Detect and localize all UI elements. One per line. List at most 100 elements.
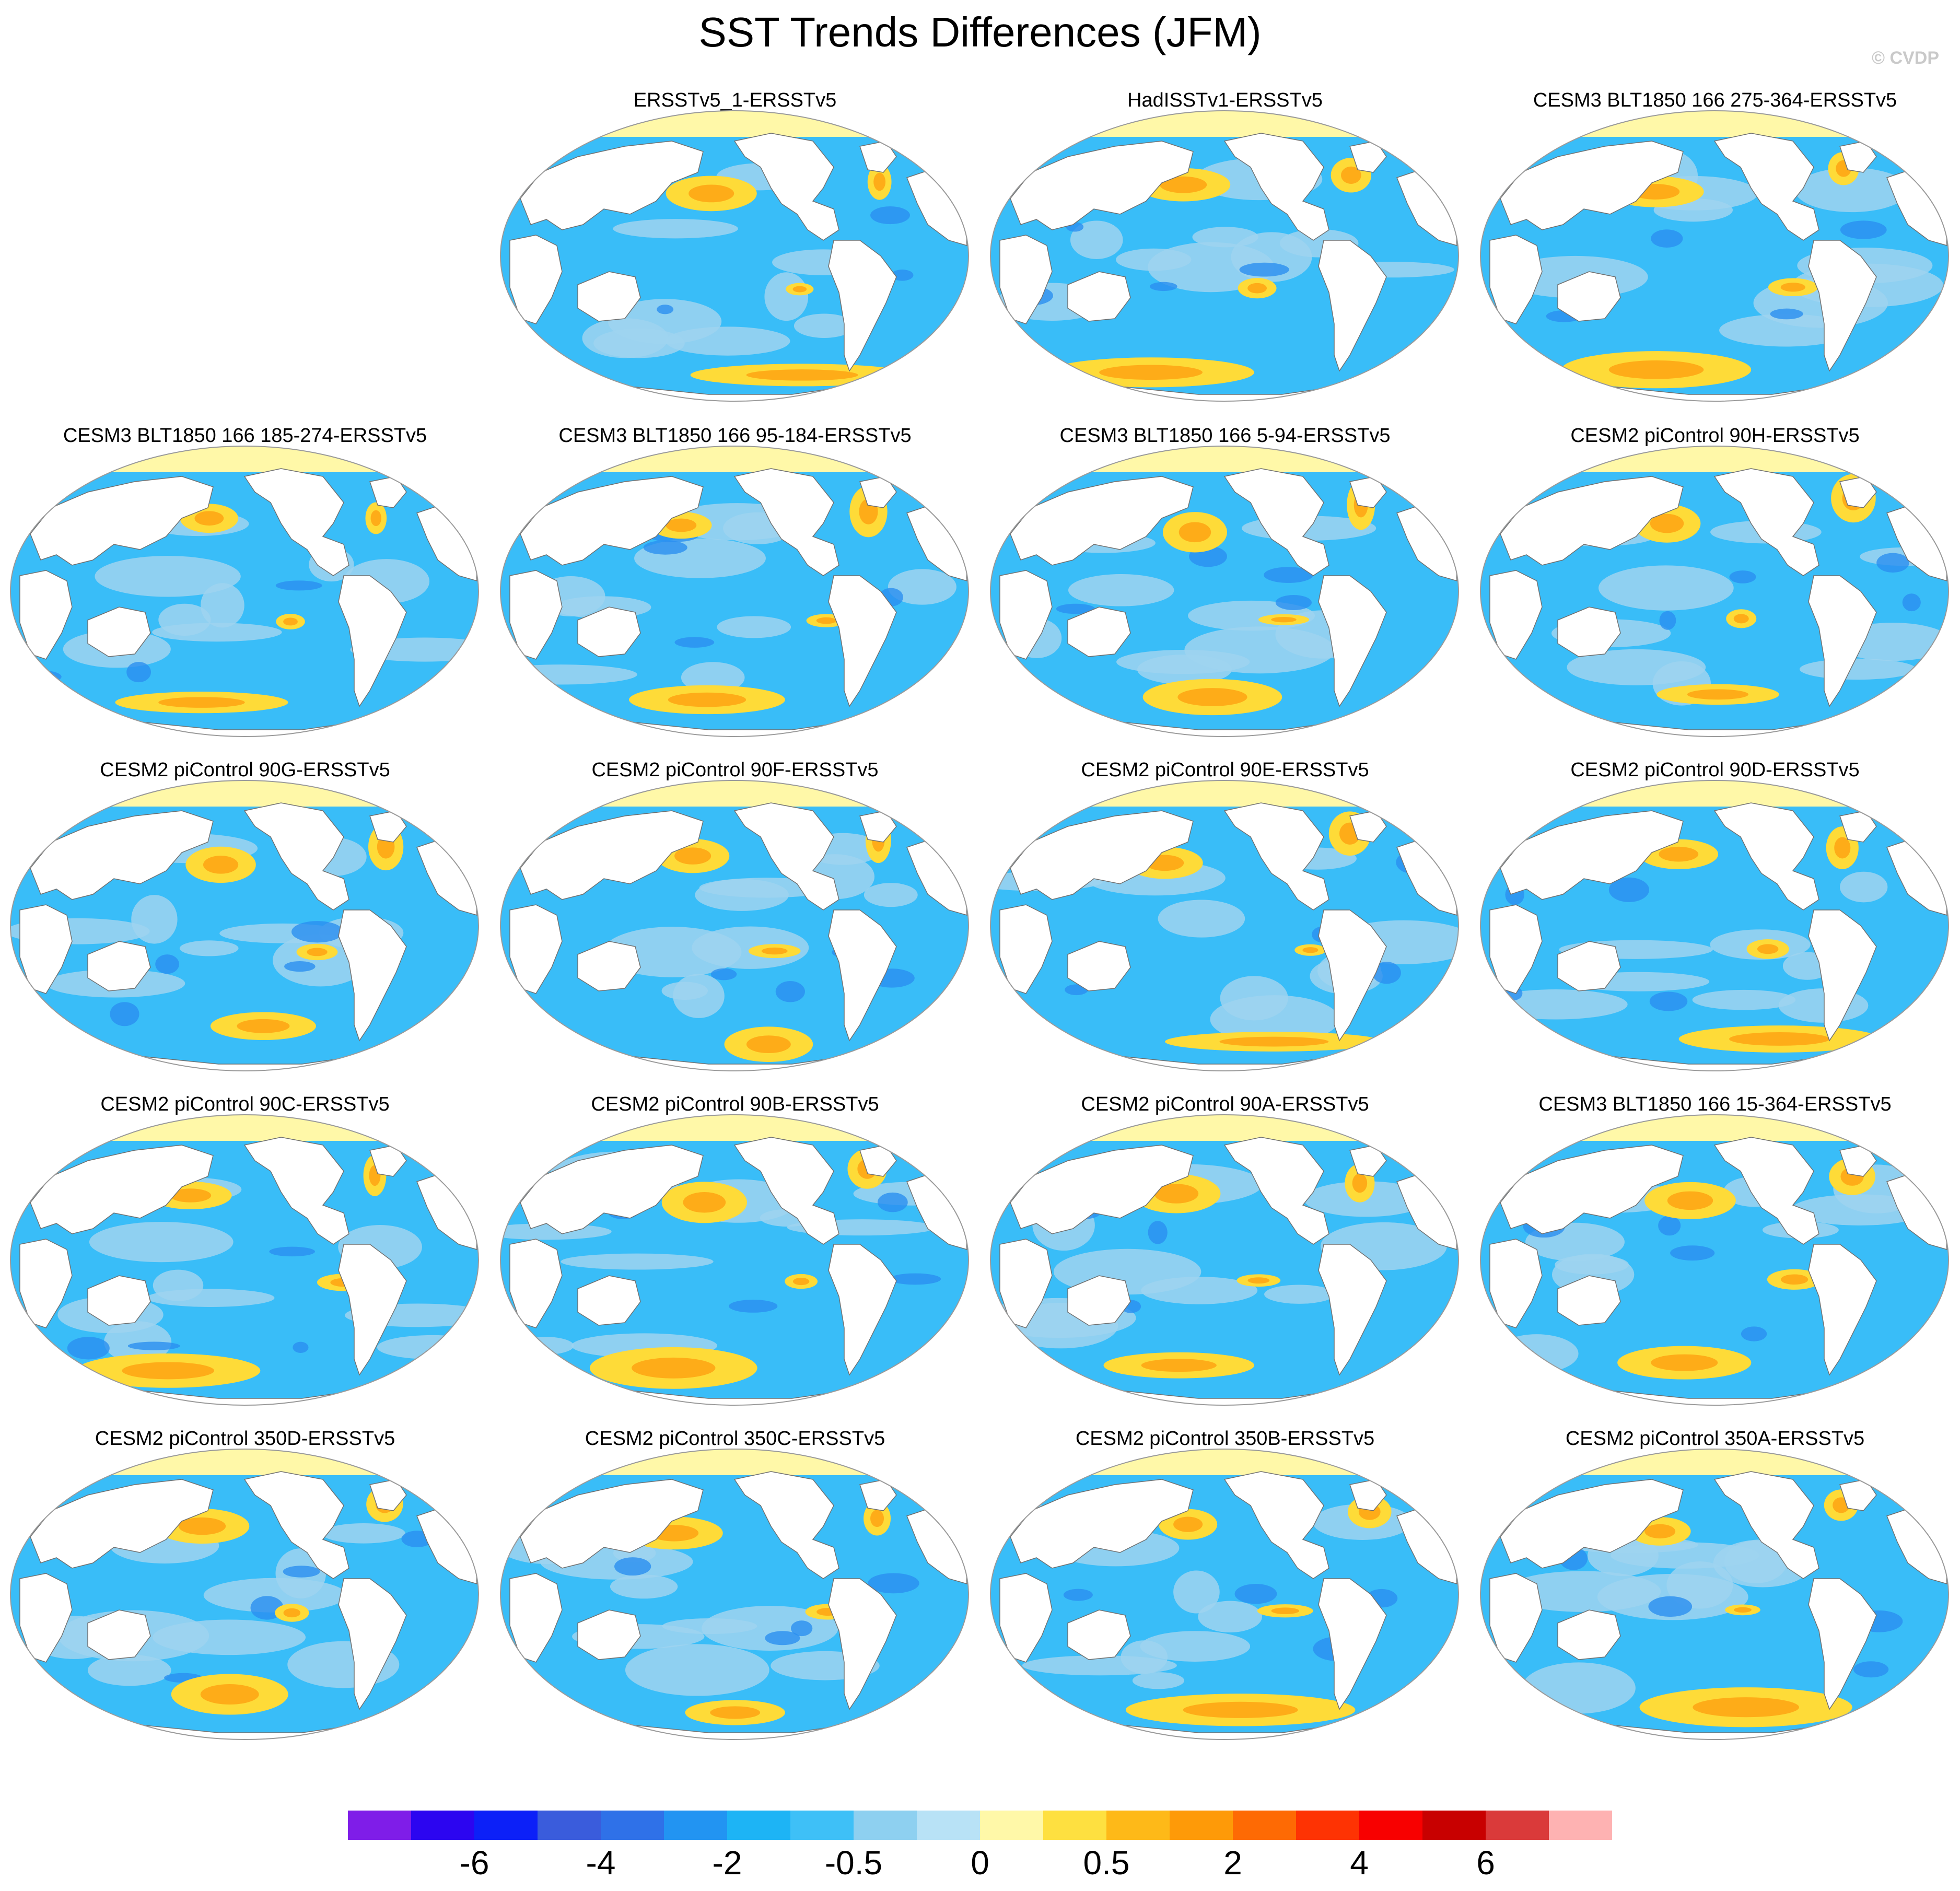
warm-core-anomaly [283, 617, 298, 626]
world-map [1480, 446, 1949, 737]
land-mass [577, 1609, 641, 1660]
land-mass [999, 904, 1053, 994]
land-mass [1318, 240, 1387, 372]
warm-core-anomaly [1183, 1701, 1298, 1718]
cool-anomaly [1140, 1631, 1251, 1662]
warm-core-anomaly [792, 286, 807, 293]
cold-anomaly [889, 1273, 941, 1285]
warm-core-anomaly [710, 1706, 761, 1719]
warm-core-anomaly [370, 510, 381, 527]
colorbar-tick-label: -6 [459, 1844, 489, 1882]
map-panel: CESM3 BLT1850 166 5-94-ERSSTv5 [980, 424, 1470, 758]
land-mass [338, 1578, 407, 1710]
land-mass [1713, 1471, 1819, 1579]
cool-anomaly [322, 1523, 405, 1544]
land-mass [1500, 1145, 1684, 1234]
land-mass [999, 570, 1053, 660]
warm-core-anomaly [122, 1362, 215, 1380]
warm-core-anomaly [1780, 1274, 1809, 1285]
map-panel: ERSSTv5_1-ERSSTv5 [490, 89, 980, 423]
warm-core-anomaly [668, 692, 746, 707]
land-mass [1713, 133, 1819, 241]
map-panel: CESM2 piControl 350A-ERSSTv5 [1470, 1427, 1960, 1761]
colorbar-swatch [1233, 1811, 1296, 1840]
colorbar-swatch [1106, 1811, 1170, 1840]
land-mass [520, 1145, 704, 1234]
cool-anomaly [1173, 1570, 1220, 1614]
cold-anomaly [1651, 229, 1683, 248]
map-border [990, 1114, 1459, 1406]
panel-title: CESM2 piControl 350C-ERSSTv5 [585, 1428, 885, 1450]
land-mass [338, 909, 407, 1042]
map-panel: CESM3 BLT1850 166 275-364-ERSSTv5 [1470, 89, 1960, 423]
cold-anomaly [1648, 1596, 1693, 1617]
cold-anomaly [110, 1002, 139, 1026]
colorbar-swatch [1422, 1811, 1486, 1840]
land-mass [733, 133, 839, 241]
land-mass [1557, 1609, 1621, 1660]
warm-core-anomaly [1644, 1524, 1676, 1539]
cold-anomaly [1853, 1661, 1889, 1678]
cool-anomaly [1800, 658, 1916, 680]
cool-anomaly [1198, 1601, 1262, 1633]
warm-core-anomaly [1247, 1277, 1270, 1284]
cool-anomaly [1666, 1561, 1733, 1609]
land-mass [509, 1573, 563, 1663]
cool-anomaly [1495, 1334, 1579, 1373]
warm-core-anomaly [1729, 1032, 1830, 1046]
colorbar-swatch [1359, 1811, 1422, 1840]
cool-anomaly [1158, 900, 1245, 938]
panel-title: CESM2 piControl 90F-ERSSTv5 [591, 759, 879, 781]
map-border [500, 446, 969, 737]
warm-core-anomaly [237, 1019, 290, 1033]
ocean-field [500, 1449, 969, 1740]
cool-anomaly [608, 299, 722, 344]
colorbar [348, 1811, 1612, 1840]
warm-core-anomaly [1757, 944, 1779, 954]
map-border [10, 1114, 479, 1406]
cool-anomaly [692, 926, 809, 969]
cold-anomaly [765, 1631, 800, 1645]
land-mass [1067, 271, 1131, 322]
land-mass [19, 1239, 73, 1328]
cool-anomaly [681, 662, 745, 693]
land-mass [1010, 141, 1194, 230]
cool-anomaly [131, 895, 178, 944]
panel-title: CESM3 BLT1850 166 185-274-ERSSTv5 [63, 425, 427, 447]
cold-anomaly [775, 981, 805, 1002]
map-border [990, 110, 1459, 402]
cold-anomaly [1063, 1589, 1093, 1601]
land-mass [1318, 1578, 1387, 1710]
panel-title: HadISSTv1-ERSSTv5 [1127, 89, 1323, 111]
cool-anomaly [104, 1321, 172, 1363]
land-mass [520, 141, 704, 230]
map-panel: CESM2 piControl 90G-ERSSTv5 [0, 758, 490, 1093]
land-mass [509, 235, 563, 324]
land-mass [1318, 1244, 1387, 1376]
cold-anomaly [870, 206, 910, 225]
land-mass [1500, 1479, 1684, 1569]
cool-anomaly [1068, 574, 1174, 606]
warm-core-anomaly [1302, 947, 1319, 953]
cold-anomaly [1670, 1245, 1715, 1261]
land-mass [1557, 606, 1621, 657]
warm-core-anomaly [283, 1608, 301, 1618]
watermark: © CVDP [1872, 48, 1939, 68]
cold-anomaly [1372, 962, 1401, 984]
panel-title: CESM2 piControl 90H-ERSSTv5 [1570, 425, 1860, 447]
colorbar-tick-label: 0.5 [1083, 1844, 1130, 1882]
warm-core-anomaly [1650, 513, 1684, 533]
land-mass [577, 941, 641, 991]
panel-title: CESM2 piControl 90D-ERSSTv5 [1570, 759, 1860, 781]
arctic-band [1480, 780, 1949, 807]
warm-core-anomaly [870, 1510, 884, 1527]
warm-core-anomaly [1834, 837, 1851, 859]
cold-anomaly [1275, 595, 1312, 610]
arctic-band [990, 1115, 1459, 1141]
panel-title: CESM3 BLT1850 166 95-184-ERSSTv5 [558, 425, 912, 447]
colorbar-swatch [1170, 1811, 1233, 1840]
land-mass [1808, 1244, 1877, 1376]
cold-anomaly [729, 1300, 778, 1313]
land-mass [19, 904, 73, 994]
warm-core-anomaly [689, 184, 734, 203]
